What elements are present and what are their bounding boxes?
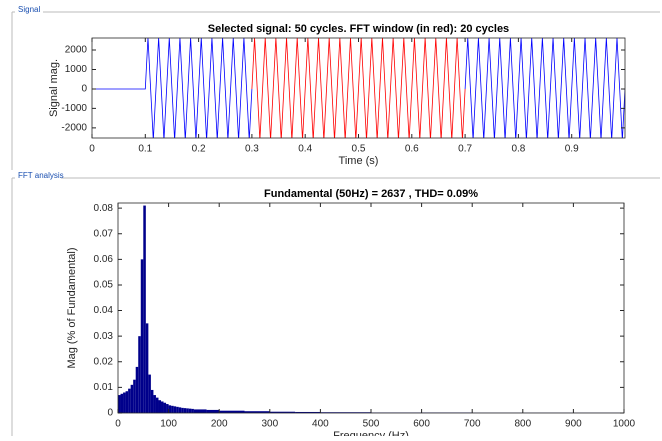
spectrum-bar [141,259,144,413]
x-tick-label: 0.7 [458,144,472,155]
chart-title: Fundamental (50Hz) = 2637 , THD= 0.09% [264,188,478,200]
spectrum-bar [207,410,220,413]
x-tick-label: 200 [211,419,228,430]
y-tick-label: -1000 [61,103,87,114]
x-tick-label: 0.9 [565,144,579,155]
y-tick-label: 0.02 [94,356,114,367]
x-tick-label: 0.8 [511,144,525,155]
x-tick-label: 0.2 [192,144,206,155]
x-tick-label: 700 [464,419,481,430]
spectrum-bar [156,398,159,413]
spectrum-bar [146,323,149,413]
spectrum-bar [128,389,131,413]
spectrum-bar [158,400,161,413]
x-tick-label: 0.5 [352,144,366,155]
y-tick-label: 0 [107,408,113,419]
spectrum-bar [126,391,129,413]
y-tick-label: 0 [81,84,87,95]
x-tick-label: 0.6 [405,144,419,155]
y-axis-label: Mag (% of Fundamental) [66,247,78,368]
spectrum-bar [143,206,146,413]
spectrum-bar [153,395,156,413]
y-tick-label: 1000 [65,64,88,75]
spectrum-bar [179,407,182,413]
spectrum-bar [161,401,164,413]
x-tick-label: 400 [312,419,329,430]
spectrum-bar [174,406,177,413]
y-tick-label: 0.01 [94,382,114,393]
y-tick-label: 2000 [65,45,88,56]
group-label: Signal [18,5,40,14]
spectrum-bar [164,403,167,413]
spectrum-bar [133,380,136,413]
x-tick-label: 100 [160,419,177,430]
y-axis-label: Signal mag. [48,59,60,117]
spectrum-bar [148,375,151,413]
spectrum-bar [184,408,187,413]
signal-plot: 0 0.1 0.2 0.3 0.4 0.5 0.6 0.7 0.8 0.9 -2000 -1000 0 1… [48,23,625,167]
x-tick-label: 1000 [613,419,636,430]
x-tick-label: 0.3 [245,144,259,155]
group-label: FFT analysis [18,171,64,180]
x-axis-label: Time (s) [339,155,379,167]
x-tick-label: 500 [363,419,380,430]
y-tick-label: 0.07 [94,228,114,239]
spectrum-bar [151,390,154,413]
spectrum-bar [123,393,126,413]
x-tick-label: 0.4 [298,144,312,155]
x-tick-label: 800 [514,419,531,430]
spectrum-bar [131,385,134,413]
y-tick-label: 0.06 [94,254,114,265]
x-tick-label: 600 [413,419,430,430]
spectrum-bar [186,408,189,413]
spectrum-bar [194,409,207,413]
spectrum-bar [189,409,192,413]
spectrum-bar [136,367,139,413]
x-tick-label: 0.1 [138,144,152,155]
y-tick-label: 0.04 [94,305,114,316]
y-tick-label: 0.05 [94,280,114,291]
fft-plot: 0 100 200 300 400 500 600 700 800 900 1000 0 0.01 0.0… [66,188,636,436]
x-tick-label: 0 [89,144,95,155]
x-axis-label: Frequency (Hz) [333,430,409,436]
spectrum-bar [138,336,141,413]
y-tick-label: 0.03 [94,331,114,342]
x-tick-label: 0 [115,419,121,430]
spectrum-bar [181,408,184,413]
chart-title: Selected signal: 50 cycles. FFT window (… [208,23,509,35]
axes-background [118,203,624,413]
spectrum-bar [171,406,174,413]
y-tick-label: -2000 [61,123,87,134]
spectrum-bar [191,409,194,413]
spectrum-bar [176,407,179,413]
x-tick-label: 300 [261,419,278,430]
spectrum-bar [121,394,124,413]
x-tick-label: 900 [565,419,582,430]
y-tick-label: 0.08 [94,203,114,214]
